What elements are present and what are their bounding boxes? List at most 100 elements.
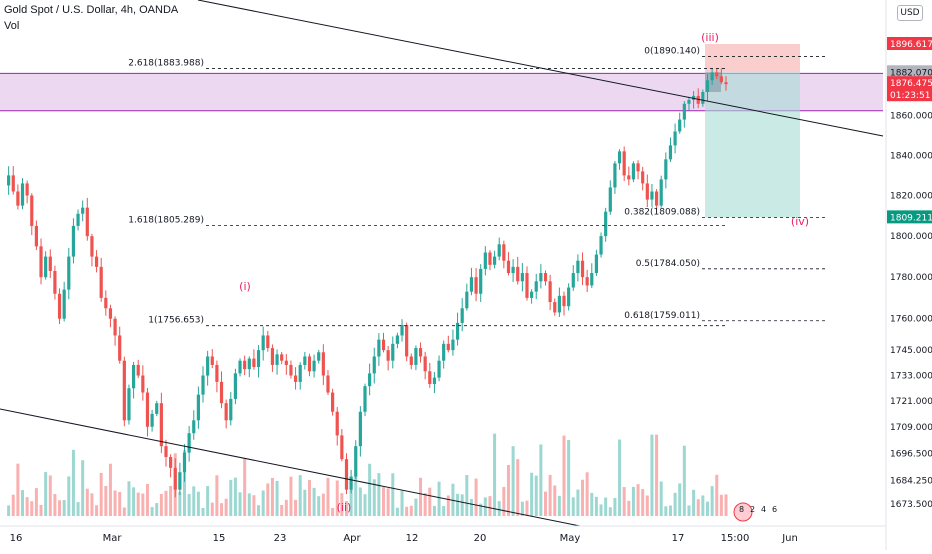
price-tick-label: 1780.000 xyxy=(890,273,932,283)
candle-body xyxy=(307,356,312,372)
volume-bar xyxy=(650,434,654,516)
price-tag xyxy=(887,76,932,90)
volume-bar xyxy=(34,488,38,516)
candle-body xyxy=(664,159,668,180)
candle-body xyxy=(44,256,48,278)
time-tick-label: 15 xyxy=(213,533,226,544)
volume-bar xyxy=(368,463,372,516)
price-tick-label: 1709.000 xyxy=(890,423,932,433)
volume-bar xyxy=(95,505,99,516)
candle-body xyxy=(118,335,122,361)
candle-body xyxy=(553,302,557,313)
volume-bar xyxy=(719,494,723,516)
volume-bar xyxy=(7,505,11,516)
price-tick-label: 1745.000 xyxy=(890,346,932,356)
candle-body xyxy=(252,358,256,368)
price-tick-label: 1840.000 xyxy=(890,151,932,161)
event-flag-icon xyxy=(733,502,753,522)
price-tag xyxy=(887,65,932,79)
volume-bar xyxy=(206,486,210,516)
volume-bar xyxy=(659,481,663,516)
volume-bar xyxy=(497,501,501,516)
candle-body xyxy=(599,236,603,255)
volume-bar xyxy=(377,473,381,516)
candle-body xyxy=(432,377,437,385)
fib-level-label: 0.618(1759.011) xyxy=(624,311,700,321)
candle-body xyxy=(303,356,307,365)
candle-body xyxy=(76,213,80,226)
volume-bar xyxy=(192,486,196,516)
volume-bar xyxy=(534,475,538,516)
candle-body xyxy=(178,472,182,490)
candle-body xyxy=(576,260,580,274)
volume-bar xyxy=(266,483,270,516)
candle-body xyxy=(243,360,247,370)
volume-bar xyxy=(474,478,478,516)
volume-bar xyxy=(53,494,57,516)
event-count: 4 xyxy=(761,505,766,514)
volume-bar xyxy=(358,487,362,516)
candle-body xyxy=(335,411,339,436)
volume-bar xyxy=(307,480,311,516)
volume-bar xyxy=(275,480,279,516)
candle-body xyxy=(224,403,228,421)
volume-bar xyxy=(289,476,293,516)
candle-body xyxy=(201,375,205,395)
volume-bar xyxy=(562,435,566,516)
volume-bar xyxy=(516,459,520,516)
volume-bar xyxy=(576,489,580,516)
volume-bar xyxy=(48,475,52,516)
candle-body xyxy=(409,356,413,365)
volume-indicator-label[interactable]: Vol xyxy=(4,20,20,32)
candle-body xyxy=(94,256,99,267)
candle-body xyxy=(20,183,25,206)
volume-bar xyxy=(479,503,483,516)
candle-body xyxy=(590,273,594,286)
time-tick-label: May xyxy=(560,533,581,544)
candle-body xyxy=(405,324,409,357)
volume-bar xyxy=(233,477,237,516)
candle-body xyxy=(539,273,543,282)
volume-bar xyxy=(340,493,344,516)
candle-body xyxy=(474,277,478,294)
volume-bar xyxy=(493,433,497,516)
candle-body xyxy=(280,354,284,361)
volume-bar xyxy=(604,497,608,516)
candle-body xyxy=(256,350,261,368)
event-count: 2 xyxy=(750,505,755,514)
candle-body xyxy=(25,183,29,196)
volume-bar xyxy=(354,473,358,516)
volume-bar xyxy=(557,495,561,516)
candle-body xyxy=(368,373,372,387)
fib-level-label: 0.5(1784.050) xyxy=(636,259,700,269)
candle-body xyxy=(668,145,673,160)
volume-bar xyxy=(724,494,728,516)
candle-body xyxy=(196,394,200,421)
candle-body xyxy=(62,289,66,319)
price-tag-label: 1876.475 xyxy=(890,79,932,89)
candle-body xyxy=(613,163,617,188)
price-tick-label: 1721.000 xyxy=(890,397,932,407)
candle-body xyxy=(696,95,700,104)
candle-body xyxy=(645,183,649,200)
volume-bar xyxy=(25,497,29,516)
volume-bar xyxy=(294,499,298,516)
candle-body xyxy=(293,375,298,382)
currency-button[interactable]: USD xyxy=(897,5,923,21)
volume-bar xyxy=(178,491,182,516)
candle-body xyxy=(122,360,126,421)
volume-bar xyxy=(344,501,348,516)
volume-bar xyxy=(372,479,376,516)
candle-body xyxy=(53,270,57,294)
candle-body xyxy=(386,350,390,361)
price-tag-label: 1896.617 xyxy=(890,40,932,50)
volume-bar xyxy=(668,505,672,516)
volume-bar xyxy=(502,486,506,516)
volume-bar xyxy=(456,493,460,516)
elliott-wave-label: (ii) xyxy=(337,501,352,514)
volume-bar xyxy=(257,505,261,516)
volume-bar xyxy=(317,496,321,516)
volume-bar xyxy=(335,480,339,516)
volume-bar xyxy=(220,503,224,516)
